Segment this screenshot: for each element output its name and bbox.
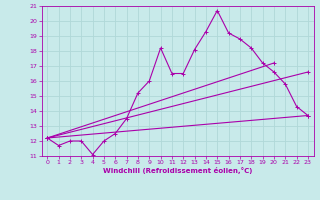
X-axis label: Windchill (Refroidissement éolien,°C): Windchill (Refroidissement éolien,°C) (103, 167, 252, 174)
